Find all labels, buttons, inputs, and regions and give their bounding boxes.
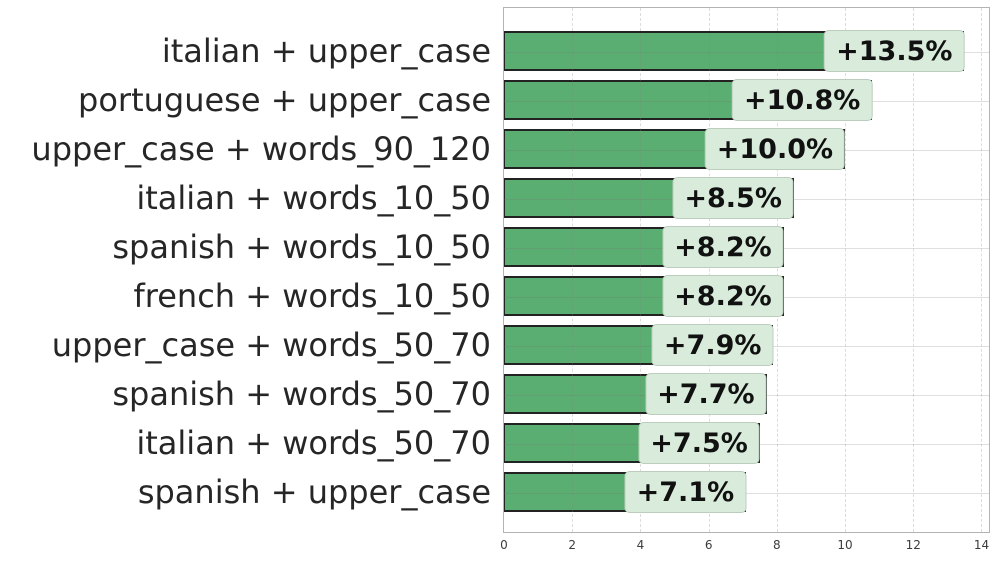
category-label: portuguese + upper_case bbox=[78, 81, 491, 119]
value-badge: +7.5% bbox=[638, 422, 760, 464]
bar-row: +10.8% bbox=[504, 76, 989, 125]
gridline-vertical bbox=[572, 8, 574, 532]
gridline-vertical bbox=[845, 8, 847, 532]
category-label: spanish + words_10_50 bbox=[112, 228, 491, 266]
x-tick-label: 0 bbox=[500, 538, 508, 552]
x-tick-label: 6 bbox=[704, 538, 713, 552]
value-badge: +10.0% bbox=[704, 128, 846, 170]
x-tick-label: 8 bbox=[773, 538, 781, 552]
gridline-vertical bbox=[913, 8, 915, 532]
category-label: italian + words_50_70 bbox=[136, 424, 491, 462]
x-tick-label: 10 bbox=[837, 538, 853, 552]
category-axis-labels: italian + upper_case portuguese + upper_c… bbox=[0, 8, 497, 532]
value-badge: +8.2% bbox=[662, 275, 784, 317]
x-tick-label: 14 bbox=[973, 538, 990, 552]
category-label: spanish + upper_case bbox=[137, 473, 491, 511]
x-tick-label: 2 bbox=[568, 538, 577, 552]
value-badge: +7.9% bbox=[651, 324, 774, 366]
bar-row: +7.1% bbox=[504, 468, 989, 517]
category-label: italian + words_10_50 bbox=[136, 179, 491, 217]
bar-row: +7.7% bbox=[504, 370, 989, 419]
value-badge: +7.1% bbox=[624, 471, 747, 513]
gridline-vertical bbox=[776, 8, 778, 532]
gridline-vertical bbox=[640, 8, 642, 532]
value-badge: +8.5% bbox=[672, 177, 794, 219]
value-badge: +10.8% bbox=[732, 79, 873, 121]
x-tick-label: 4 bbox=[636, 538, 645, 552]
bar-row: +7.5% bbox=[504, 419, 989, 468]
bar-row: +8.2% bbox=[504, 223, 989, 272]
bar-row: +13.5% bbox=[504, 27, 989, 76]
category-label: spanish + words_50_70 bbox=[112, 375, 491, 413]
bar-row: +10.0% bbox=[504, 125, 989, 174]
category-label: upper_case + words_50_70 bbox=[51, 326, 491, 364]
value-badge: +13.5% bbox=[824, 30, 965, 72]
category-label: italian + upper_case bbox=[161, 32, 491, 70]
bar-row: +7.9% bbox=[504, 321, 989, 370]
value-badge: +7.7% bbox=[645, 373, 767, 415]
value-badge: +8.2% bbox=[662, 226, 784, 268]
gridline-horizontal bbox=[504, 51, 989, 53]
category-label: french + words_10_50 bbox=[133, 277, 491, 315]
gridline-horizontal bbox=[504, 492, 989, 494]
bar-row: +8.5% bbox=[504, 174, 989, 223]
plot-area: +13.5% +10.8% +10.0% +8.5% +8.2% +8.2% +7.9% +7… bbox=[503, 7, 990, 533]
bar-row: +8.2% bbox=[504, 272, 989, 321]
gridline-vertical bbox=[708, 8, 710, 532]
gridline-vertical bbox=[981, 8, 983, 532]
x-tick-label: 12 bbox=[905, 538, 921, 552]
category-label: upper_case + words_90_120 bbox=[31, 130, 491, 168]
